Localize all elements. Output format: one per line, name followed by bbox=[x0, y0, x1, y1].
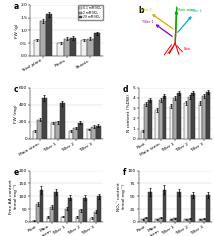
Bar bbox=[141, 219, 144, 222]
Bar bbox=[76, 217, 79, 222]
Text: e: e bbox=[14, 168, 19, 177]
Bar bbox=[60, 103, 65, 139]
Bar bbox=[55, 122, 60, 139]
Text: Main stem: Main stem bbox=[177, 8, 195, 12]
Bar bbox=[61, 217, 65, 222]
Y-axis label: NO₃⁻ content
(nmol·mg⁻¹): NO₃⁻ content (nmol·mg⁻¹) bbox=[117, 182, 126, 211]
Y-axis label: N content (%DW): N content (%DW) bbox=[128, 94, 131, 132]
Bar bbox=[40, 21, 46, 56]
Text: Tiller 1: Tiller 1 bbox=[142, 20, 154, 24]
Bar bbox=[51, 123, 55, 139]
Bar bbox=[184, 103, 188, 139]
Text: Tiller 3: Tiller 3 bbox=[140, 8, 152, 12]
Y-axis label: FW (mg): FW (mg) bbox=[13, 104, 18, 122]
Bar bbox=[36, 204, 40, 222]
Bar bbox=[70, 38, 76, 56]
Text: Tiller 2: Tiller 2 bbox=[190, 9, 201, 13]
Bar bbox=[202, 219, 206, 222]
Text: a: a bbox=[14, 2, 19, 11]
Bar bbox=[199, 219, 202, 222]
Text: Root: Root bbox=[184, 47, 192, 51]
Bar bbox=[163, 96, 166, 139]
Bar bbox=[184, 219, 188, 222]
Bar bbox=[69, 131, 73, 139]
Bar bbox=[34, 40, 40, 56]
Bar bbox=[81, 40, 87, 56]
Bar bbox=[32, 221, 36, 222]
Text: b: b bbox=[138, 6, 144, 15]
Bar bbox=[177, 192, 181, 222]
Bar bbox=[73, 128, 78, 139]
Bar bbox=[33, 131, 37, 139]
Bar bbox=[173, 218, 177, 222]
Y-axis label: FW (g): FW (g) bbox=[15, 23, 19, 38]
Legend: 0.1 mM NO₃⁻, 2 mM NO₃⁻, 20 mM NO₃⁻: 0.1 mM NO₃⁻, 2 mM NO₃⁻, 20 mM NO₃⁻ bbox=[78, 5, 103, 20]
Bar bbox=[37, 120, 42, 139]
Bar bbox=[64, 38, 70, 56]
Bar bbox=[170, 106, 173, 139]
Bar bbox=[141, 131, 144, 139]
Bar bbox=[188, 219, 192, 222]
Bar bbox=[87, 130, 91, 139]
Bar bbox=[202, 96, 206, 139]
Bar bbox=[47, 217, 50, 222]
Bar bbox=[87, 38, 94, 56]
Bar bbox=[90, 218, 94, 222]
Bar bbox=[144, 218, 148, 222]
Bar bbox=[58, 43, 64, 56]
Bar bbox=[206, 195, 210, 222]
Bar bbox=[144, 104, 148, 139]
Bar bbox=[96, 126, 101, 139]
Bar bbox=[46, 14, 52, 56]
Bar bbox=[83, 198, 87, 222]
Bar bbox=[173, 98, 177, 139]
Bar bbox=[199, 103, 202, 139]
Text: f: f bbox=[122, 168, 126, 177]
Bar bbox=[94, 212, 97, 222]
Text: d: d bbox=[122, 84, 128, 94]
Bar bbox=[148, 192, 152, 222]
Bar bbox=[159, 100, 163, 139]
Bar bbox=[68, 198, 72, 222]
Bar bbox=[192, 195, 195, 222]
Bar bbox=[159, 218, 163, 222]
Bar bbox=[54, 192, 58, 222]
Bar bbox=[97, 196, 101, 222]
Bar bbox=[42, 98, 47, 139]
Bar bbox=[94, 34, 100, 56]
Bar bbox=[188, 97, 192, 139]
Text: c: c bbox=[14, 84, 18, 94]
Bar bbox=[79, 210, 83, 222]
Bar bbox=[78, 123, 83, 139]
Bar bbox=[40, 190, 43, 222]
Bar bbox=[91, 126, 96, 139]
Bar bbox=[155, 110, 159, 139]
Bar bbox=[170, 219, 173, 222]
Bar bbox=[192, 93, 195, 139]
Y-axis label: Free AA content
(nmol·mg⁻¹): Free AA content (nmol·mg⁻¹) bbox=[9, 179, 17, 214]
Bar bbox=[206, 92, 210, 139]
Bar bbox=[177, 93, 181, 139]
Bar bbox=[148, 100, 152, 139]
Bar bbox=[65, 209, 68, 222]
Bar bbox=[155, 219, 159, 222]
Bar bbox=[163, 190, 166, 222]
Bar bbox=[50, 207, 54, 222]
